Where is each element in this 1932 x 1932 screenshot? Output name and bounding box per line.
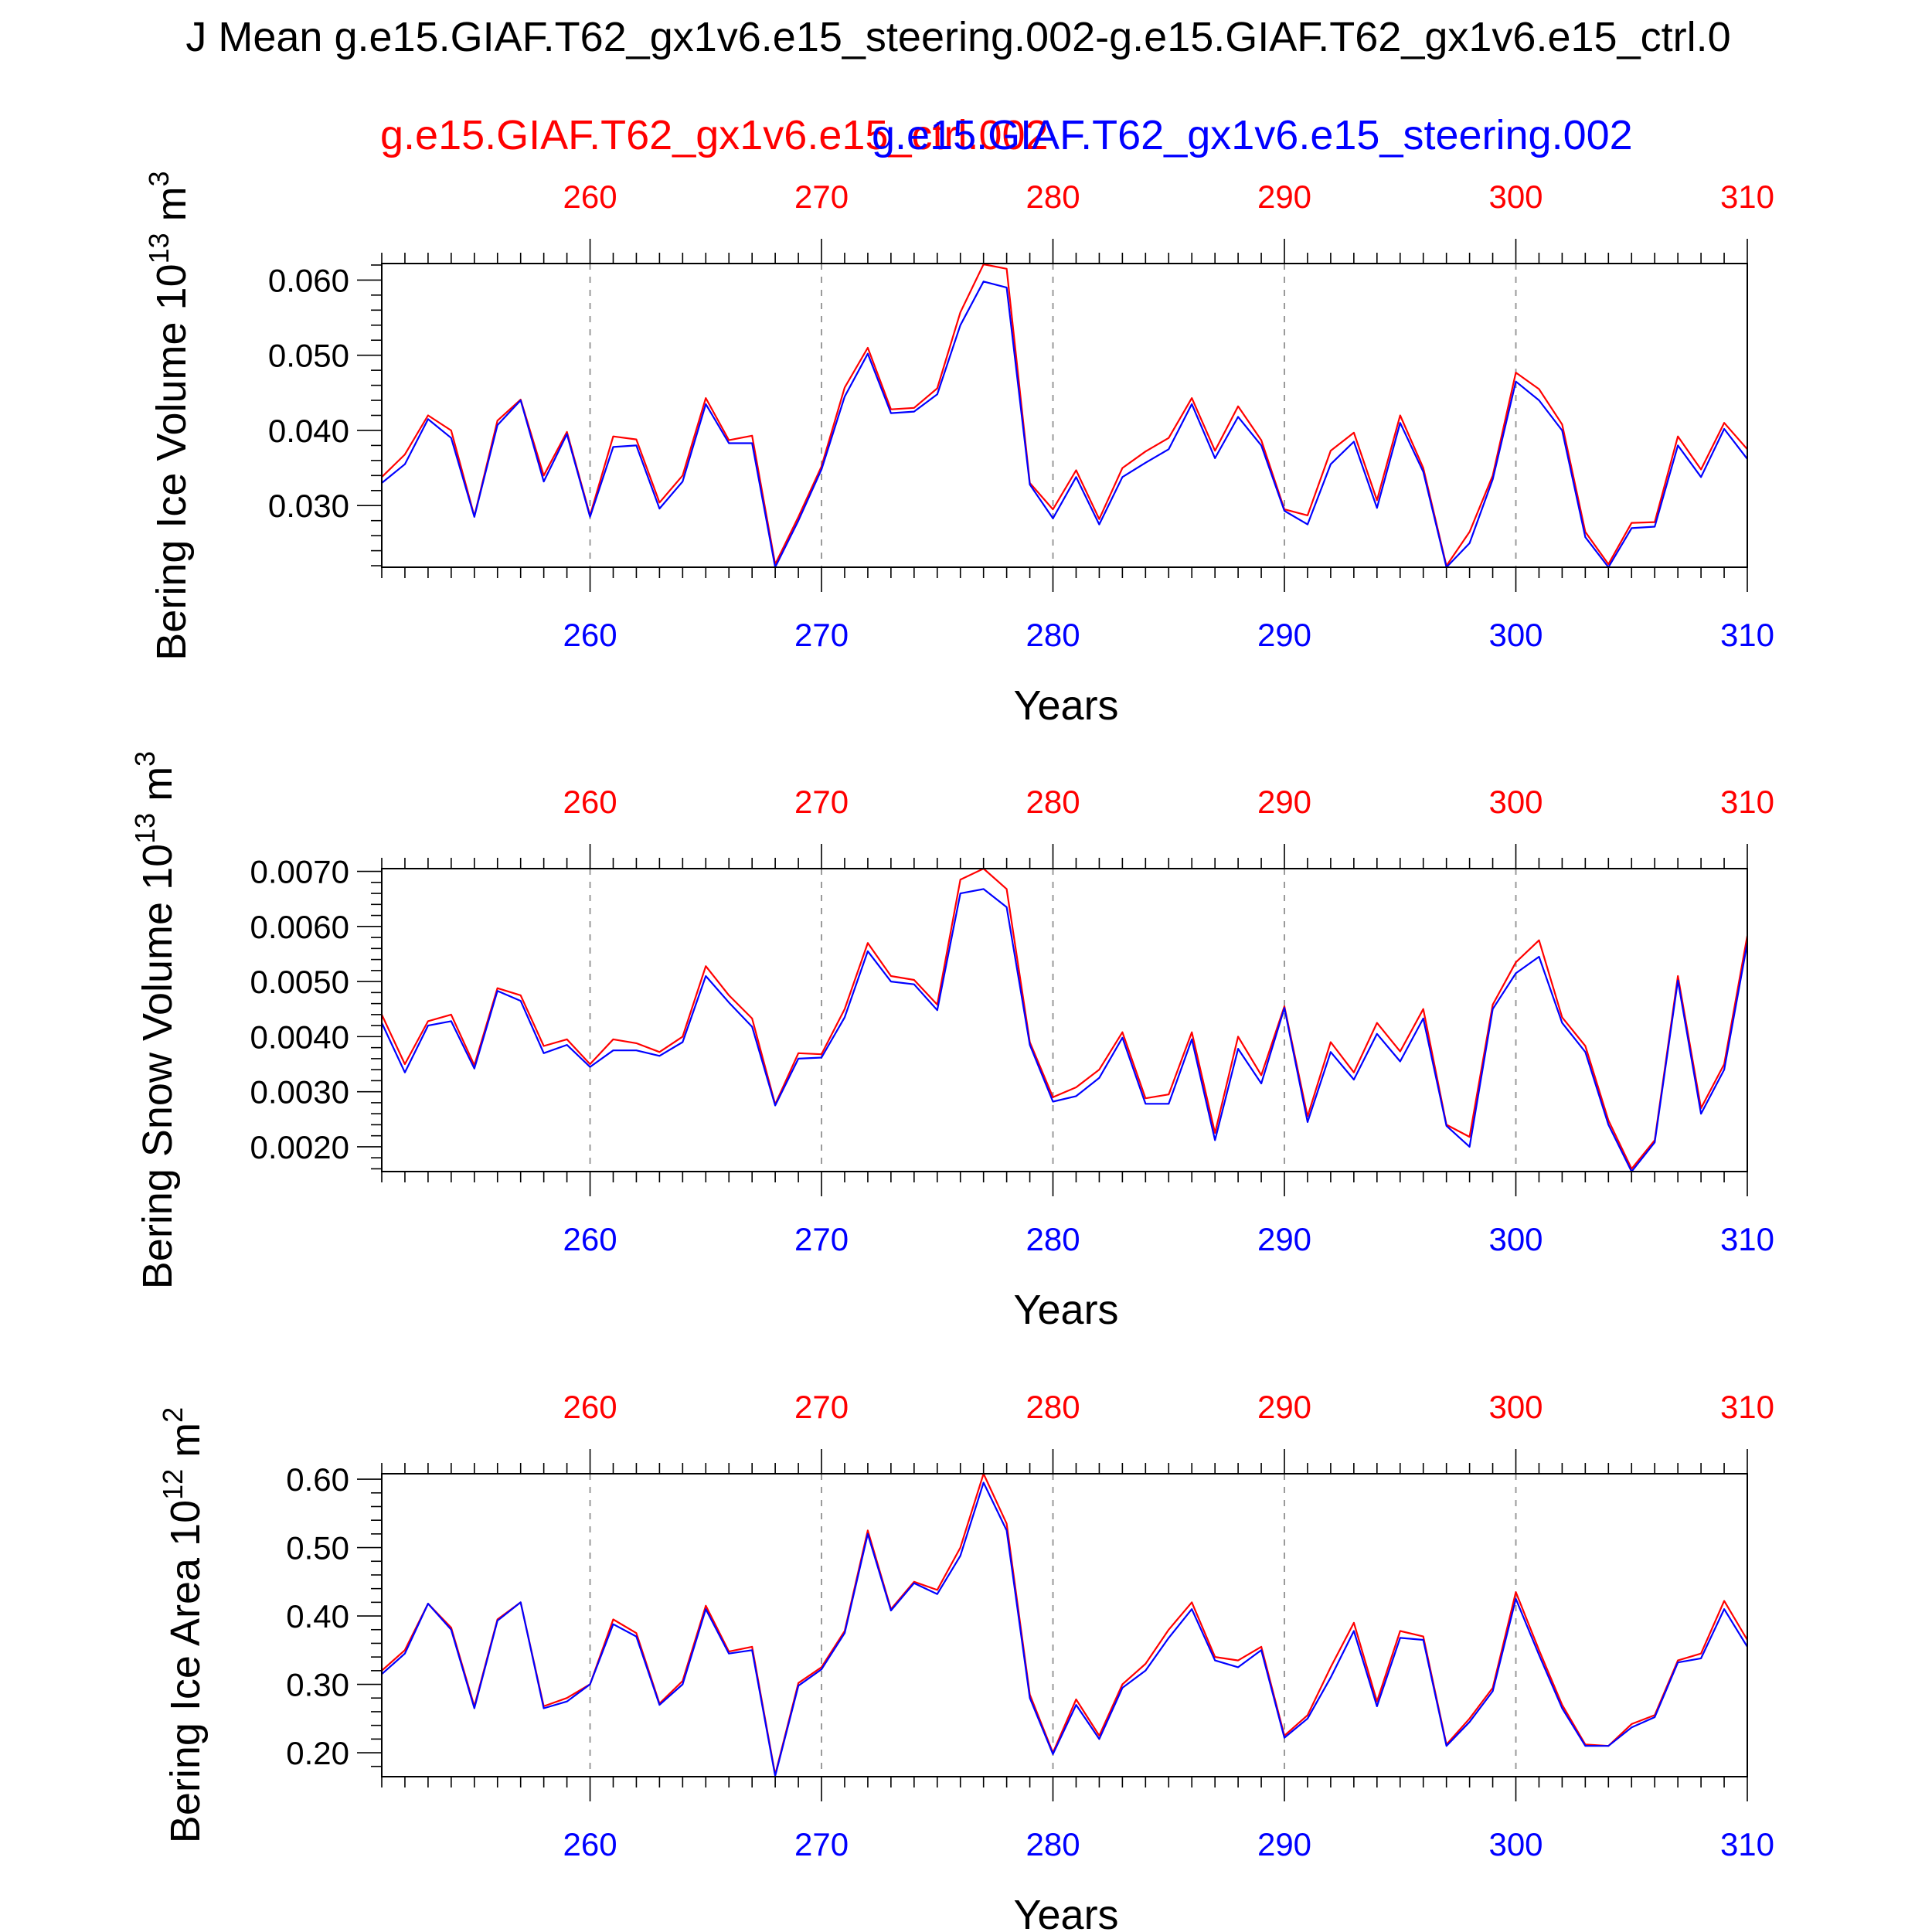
snow-volume-y-tick-label: 0.0050 [250,964,349,1000]
snow-volume-x-tick-label-bottom: 290 [1257,1221,1311,1257]
snow-volume-y-tick-label: 0.0020 [250,1129,349,1165]
ice-volume-x-axis-label: Years [1013,682,1118,729]
ice-volume-plot-frame [381,263,1748,568]
ice-area-y-tick-label: 0.20 [286,1735,349,1771]
ice-area-x-axis-label: Years [1013,1892,1118,1932]
ice-volume-x-tick-label-bottom: 310 [1720,617,1774,653]
ice-area-x-tick-label-bottom: 270 [794,1826,849,1862]
snow-volume-y-tick-label: 0.0040 [250,1019,349,1055]
ice-area-x-tick-label-top: 300 [1488,1389,1543,1425]
ice-area-y-tick-label: 0.50 [286,1530,349,1566]
ice-area-y-tick-label: 0.30 [286,1667,349,1703]
snow-volume-y-tick-label: 0.0070 [250,854,349,890]
snow-volume-y-tick-label: 0.0060 [250,909,349,945]
ice-area-ctrl-series-line [381,1472,1748,1776]
ice-volume-y-axis-label: Bering Ice Volume 1013 m3 [143,171,195,660]
ice-volume-x-tick-label-top: 290 [1257,179,1311,215]
ice-volume-ctrl-series-line [381,263,1748,567]
ice-volume-panel: 0.030 0.040 0.050 0.060 260 260 270 270 280 280 29… [143,171,1774,729]
ice-area-x-tick-label-bottom: 300 [1488,1826,1543,1862]
snow-volume-y-tick-label: 0.0030 [250,1074,349,1111]
snow-volume-x-tick-label-top: 290 [1257,784,1311,820]
panels-group: 0.030 0.040 0.050 0.060 260 260 270 270 280 280 29… [129,171,1774,1932]
ice-volume-x-tick-label-top: 260 [563,179,617,215]
ice-area-x-tick-label-bottom: 280 [1026,1826,1080,1862]
ice-volume-x-tick-label-bottom: 270 [794,617,849,653]
snow-volume-x-tick-label-top: 270 [794,784,849,820]
figure-title: J Mean g.e15.GIAF.T62_gx1v6.e15_steering… [185,14,1730,60]
snow-volume-x-tick-label-bottom: 270 [794,1221,849,1257]
snow-volume-panel: 0.0020 0.0030 0.0040 0.0050 0.0060 0.0070 260 2… [129,751,1774,1333]
ice-volume-y-tick-label: 0.060 [268,262,349,298]
snow-volume-x-tick-label-bottom: 260 [563,1221,617,1257]
snow-volume-steering-series-line [381,888,1749,1173]
snow-volume-x-tick-label-top: 310 [1720,784,1774,820]
ice-volume-x-tick-label-top: 310 [1720,179,1774,215]
legend-ctrl-label: g.e15.GIAF.T62_gx1v6.e15_ctrl.002 [380,112,1049,158]
ice-area-x-tick-label-bottom: 290 [1257,1826,1311,1862]
ice-area-x-tick-label-bottom: 310 [1720,1826,1774,1862]
ice-volume-y-tick-label: 0.030 [268,488,349,524]
ice-area-y-tick-label: 0.60 [286,1461,349,1498]
snow-volume-x-tick-label-bottom: 300 [1488,1221,1543,1257]
ice-area-x-tick-label-top: 260 [563,1389,617,1425]
ice-area-y-tick-label: 0.40 [286,1598,349,1634]
snow-volume-x-tick-label-top: 300 [1488,784,1543,820]
snow-volume-y-axis-label: Bering Snow Volume 1013 m3 [129,751,181,1289]
snow-volume-x-tick-label-bottom: 280 [1026,1221,1080,1257]
snow-volume-x-tick-label-top: 280 [1026,784,1080,820]
ice-area-panel: 0.20 0.30 0.40 0.50 0.60 260 260 270 270 280 280 29… [157,1389,1774,1932]
ice-volume-x-tick-label-top: 300 [1488,179,1543,215]
ice-volume-x-tick-label-top: 280 [1026,179,1080,215]
ice-volume-y-tick-label: 0.050 [268,338,349,374]
ice-area-steering-series-line [381,1481,1748,1777]
snow-volume-x-tick-label-bottom: 310 [1720,1221,1774,1257]
legend-steering-label: g.e15.GIAF.T62_gx1v6.e15_steering.002 [872,112,1633,158]
snow-volume-ctrl-series-line [381,867,1749,1170]
ice-volume-x-tick-label-bottom: 290 [1257,617,1311,653]
snow-volume-x-tick-label-top: 260 [563,784,617,820]
ice-area-plot-frame [381,1473,1748,1777]
ice-volume-x-tick-label-top: 270 [794,179,849,215]
ice-area-x-tick-label-bottom: 260 [563,1826,617,1862]
ice-volume-steering-series-line [381,281,1748,569]
ice-area-x-tick-label-top: 280 [1026,1389,1080,1425]
ice-volume-x-tick-label-bottom: 260 [563,617,617,653]
ice-volume-y-tick-label: 0.040 [268,413,349,449]
ice-area-y-axis-label: Bering Ice Area 1012 m2 [157,1407,209,1843]
ice-volume-x-tick-label-bottom: 280 [1026,617,1080,653]
snow-volume-plot-frame [381,868,1748,1172]
snow-volume-x-axis-label: Years [1013,1287,1118,1333]
ice-area-x-tick-label-top: 290 [1257,1389,1311,1425]
ice-area-x-tick-label-top: 270 [794,1389,849,1425]
ice-area-x-tick-label-top: 310 [1720,1389,1774,1425]
ice-volume-x-tick-label-bottom: 300 [1488,617,1543,653]
